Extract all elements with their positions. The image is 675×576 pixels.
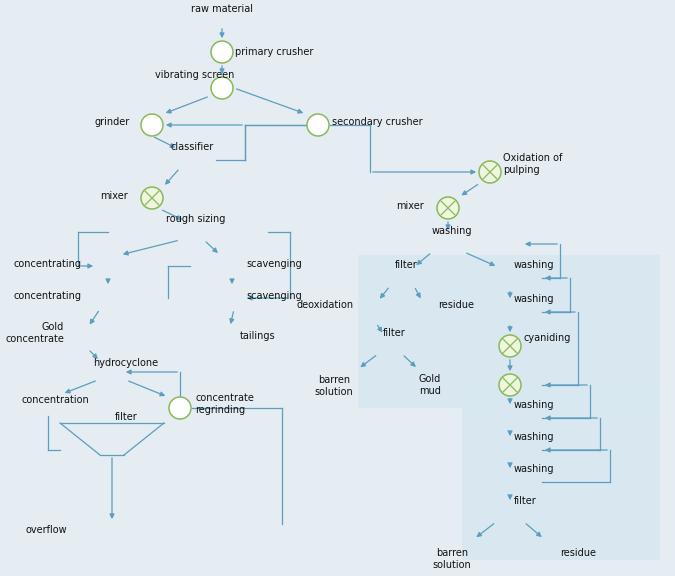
- Circle shape: [211, 41, 233, 63]
- Circle shape: [211, 77, 233, 99]
- Circle shape: [499, 374, 521, 396]
- Text: hydrocyclone: hydrocyclone: [93, 358, 159, 368]
- Circle shape: [169, 397, 191, 419]
- Circle shape: [479, 161, 501, 183]
- Text: concentration: concentration: [22, 395, 90, 405]
- Circle shape: [499, 335, 521, 357]
- Text: washing: washing: [514, 432, 554, 442]
- Bar: [358, 255, 660, 408]
- Text: washing: washing: [514, 464, 554, 474]
- Text: barren
solution: barren solution: [315, 375, 354, 397]
- Text: cyaniding: cyaniding: [524, 333, 571, 343]
- Text: scavenging: scavenging: [246, 259, 302, 269]
- Text: primary crusher: primary crusher: [235, 47, 313, 57]
- Text: residue: residue: [560, 548, 596, 558]
- Text: vibrating screen: vibrating screen: [155, 70, 235, 80]
- Text: mixer: mixer: [396, 201, 424, 211]
- Text: concentrate
regrinding: concentrate regrinding: [195, 393, 254, 415]
- Text: grinder: grinder: [95, 117, 130, 127]
- Text: Gold
concentrate: Gold concentrate: [5, 322, 64, 344]
- Text: washing: washing: [514, 294, 554, 304]
- Text: tailings: tailings: [240, 331, 275, 341]
- Circle shape: [437, 197, 459, 219]
- Text: deoxidation: deoxidation: [297, 300, 354, 310]
- Bar: [462, 392, 660, 560]
- Text: rough sizing: rough sizing: [166, 214, 225, 224]
- Text: mixer: mixer: [101, 191, 128, 201]
- Text: secondary crusher: secondary crusher: [332, 117, 423, 127]
- Text: overflow: overflow: [26, 525, 68, 535]
- Circle shape: [307, 114, 329, 136]
- Circle shape: [141, 187, 163, 209]
- Text: washing: washing: [514, 260, 554, 270]
- Text: concentrating: concentrating: [14, 291, 82, 301]
- Text: scavenging: scavenging: [246, 291, 302, 301]
- Text: raw material: raw material: [191, 4, 253, 14]
- Text: residue: residue: [438, 300, 474, 310]
- Text: Oxidation of
pulping: Oxidation of pulping: [503, 153, 562, 175]
- Text: washing: washing: [514, 400, 554, 410]
- Text: filter: filter: [514, 496, 537, 506]
- Circle shape: [141, 114, 163, 136]
- Text: filter: filter: [115, 412, 138, 422]
- Text: classifier: classifier: [170, 142, 213, 152]
- Text: barren
solution: barren solution: [433, 548, 471, 570]
- Text: filter: filter: [383, 328, 406, 338]
- Text: concentrating: concentrating: [14, 259, 82, 269]
- Text: filter: filter: [395, 260, 417, 270]
- Text: washing: washing: [432, 226, 472, 236]
- Text: Gold
mud: Gold mud: [419, 374, 441, 396]
